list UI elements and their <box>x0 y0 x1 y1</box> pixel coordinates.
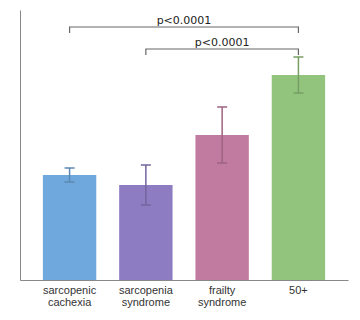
x-axis: sarcopeniccachexiasarcopeniasyndromefrai… <box>21 280 349 308</box>
x-tick: sarcopeniccachexia <box>43 280 97 308</box>
bar <box>43 175 96 280</box>
error-bar-cap <box>141 204 151 206</box>
x-tick-label-line: frailty <box>209 284 236 296</box>
x-tick-label: 50+ <box>289 284 308 296</box>
significance-bracket: p<0.0001 <box>70 14 299 33</box>
x-tick: 50+ <box>289 280 308 296</box>
y-axis-line <box>20 11 21 281</box>
x-tick-label: frailtysyndrome <box>198 284 246 309</box>
significance-bracket: p<0.0001 <box>146 36 299 55</box>
error-bar-stem <box>145 165 147 205</box>
bracket-label: p<0.0001 <box>157 14 212 27</box>
x-tick-label-line: cachexia <box>48 296 92 308</box>
x-tick-label-line: sarcopenia <box>119 284 174 296</box>
x-tick-label-line: syndrome <box>122 296 170 308</box>
x-tick-label-line: sarcopenic <box>43 284 97 296</box>
error-bar-stem <box>298 57 300 93</box>
plot: sarcopeniccachexiasarcopeniasyndromefrai… <box>21 11 349 309</box>
bracket-line <box>146 49 299 55</box>
bracket-label: p<0.0001 <box>195 36 250 49</box>
error-bar-cap <box>293 56 303 58</box>
error-bar-cap <box>217 162 227 164</box>
x-tick-label: sarcopeniccachexia <box>43 284 97 309</box>
x-tick: sarcopeniasyndrome <box>119 280 174 308</box>
error-bar-cap <box>65 181 75 183</box>
bracket-line <box>70 27 299 33</box>
error-bar <box>217 107 227 163</box>
marks-inner <box>43 57 325 280</box>
error-bar-cap <box>141 164 151 166</box>
y-axis <box>20 11 21 281</box>
x-tick-label-line: syndrome <box>198 296 246 308</box>
error-bar-stem <box>69 168 71 182</box>
error-bar-cap <box>293 92 303 94</box>
marks <box>43 57 325 280</box>
error-bar-cap <box>217 106 227 108</box>
error-bar <box>293 57 303 93</box>
chart: sarcopeniccachexiasarcopeniasyndromefrai… <box>0 0 360 320</box>
bar <box>272 75 325 280</box>
x-tick-label-line: 50+ <box>289 284 308 296</box>
error-bar-cap <box>65 167 75 169</box>
x-tick-label: sarcopeniasyndrome <box>119 284 174 309</box>
error-bar <box>65 168 75 182</box>
error-bar-stem <box>221 107 223 163</box>
x-tick: frailtysyndrome <box>198 280 246 308</box>
x-axis-line <box>21 280 349 281</box>
error-bar <box>141 165 151 205</box>
annotations: p<0.0001 p<0.0001 <box>70 14 299 55</box>
